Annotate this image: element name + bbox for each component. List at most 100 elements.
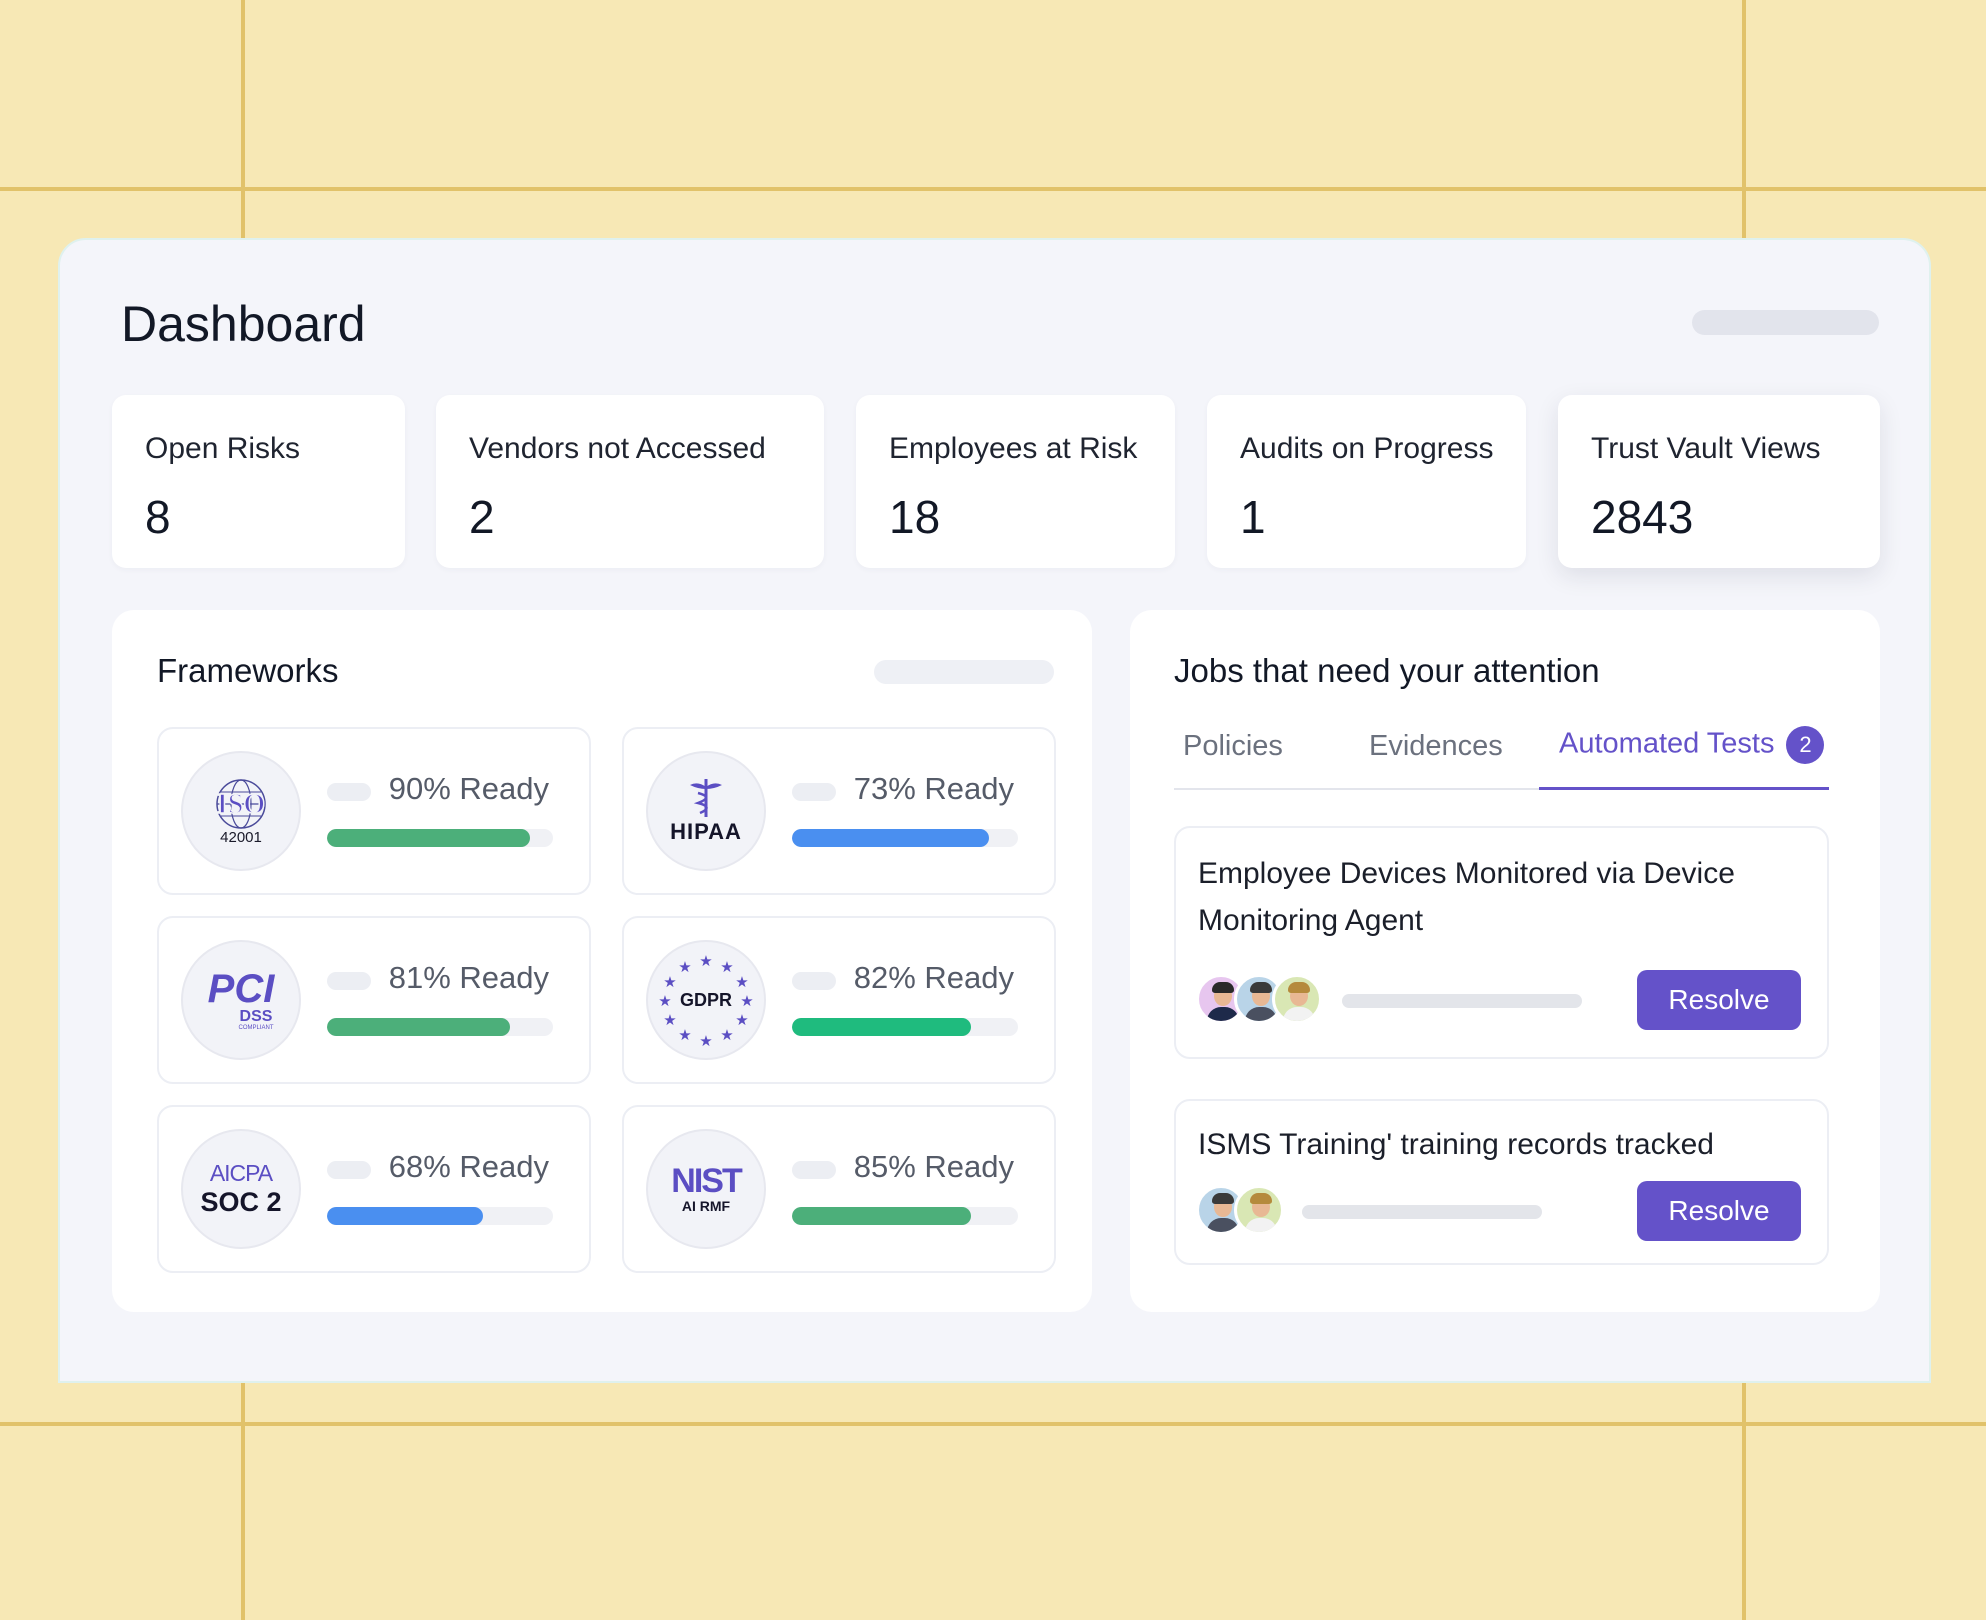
- progress-placeholder: [1302, 1205, 1542, 1219]
- pill-placeholder: [327, 1161, 371, 1179]
- stat-value: 1: [1240, 491, 1266, 543]
- svg-text:★: ★: [720, 958, 733, 976]
- svg-text:★: ★: [699, 952, 712, 970]
- soc2-logo-text: SOC 2: [200, 1187, 282, 1217]
- avatar: [1272, 974, 1322, 1024]
- framework-card-gdpr[interactable]: ★ ★ ★ ★ ★ ★ ★ ★ ★ ★ ★ ★ GDPR 82% Ready: [622, 916, 1056, 1084]
- progress-track: [327, 829, 553, 847]
- stat-card-open-risks[interactable]: Open Risks 8: [112, 395, 405, 568]
- progress-fill: [792, 1207, 971, 1225]
- tab-policies[interactable]: Policies: [1183, 730, 1283, 762]
- stat-value: 2: [469, 491, 495, 543]
- progress-track: [327, 1018, 553, 1036]
- framework-ready: 85% Ready: [853, 1149, 1014, 1184]
- svg-text:★: ★: [678, 1026, 691, 1044]
- pci-logo-icon: PCI DSS COMPLIANT: [181, 940, 301, 1060]
- tab-automated-tests[interactable]: Automated Tests 2: [1559, 726, 1825, 764]
- pill-placeholder: [792, 1161, 836, 1179]
- caduceus-icon: [690, 779, 722, 817]
- resolve-button[interactable]: Resolve: [1637, 970, 1801, 1030]
- svg-text:★: ★: [735, 973, 748, 991]
- pill-placeholder: [792, 972, 836, 990]
- stat-card-audits[interactable]: Audits on Progress 1: [1207, 395, 1526, 568]
- assignee-avatars: [1196, 974, 1322, 1024]
- stat-card-trust-vault[interactable]: Trust Vault Views 2843: [1558, 395, 1880, 568]
- gdpr-logo-text: GDPR: [679, 989, 732, 1010]
- stat-label: Audits on Progress: [1240, 432, 1494, 465]
- aicpa-logo-text: AICPA: [209, 1160, 273, 1186]
- nist-logo-icon: NIST AI RMF: [646, 1129, 766, 1249]
- progress-track: [327, 1207, 553, 1225]
- framework-card-nist[interactable]: NIST AI RMF 85% Ready: [622, 1105, 1056, 1273]
- job-card[interactable]: ISMS Training' training records tracked …: [1174, 1099, 1829, 1265]
- tab-evidences[interactable]: Evidences: [1369, 730, 1503, 762]
- progress-fill: [327, 829, 531, 847]
- stat-value: 8: [145, 491, 171, 543]
- job-card[interactable]: Employee Devices Monitored via Device Mo…: [1174, 826, 1829, 1059]
- framework-card-pci[interactable]: PCI DSS COMPLIANT 81% Ready: [157, 916, 591, 1084]
- iso-logo-sub: 42001: [220, 828, 262, 846]
- avatar: [1234, 1185, 1284, 1235]
- framework-ready: 81% Ready: [388, 960, 549, 995]
- jobs-title: Jobs that need your attention: [1174, 652, 1600, 689]
- stat-label: Open Risks: [145, 432, 301, 465]
- hipaa-logo-text: HIPAA: [670, 819, 742, 844]
- framework-card-hipaa[interactable]: HIPAA 73% Ready: [622, 727, 1056, 895]
- progress-fill: [327, 1018, 511, 1036]
- globe-icon: ISO: [216, 778, 266, 829]
- svg-text:★: ★: [735, 1011, 748, 1029]
- stat-card-vendors[interactable]: Vendors not Accessed 2: [436, 395, 824, 568]
- progress-fill: [792, 1018, 971, 1036]
- header-placeholder: [1692, 310, 1879, 335]
- framework-ready: 82% Ready: [853, 960, 1014, 995]
- framework-ready: 73% Ready: [853, 771, 1014, 806]
- framework-card-iso[interactable]: ISO 42001 90% Ready: [157, 727, 591, 895]
- svg-text:★: ★: [663, 973, 676, 991]
- progress-fill: [327, 1207, 483, 1225]
- stat-card-employees[interactable]: Employees at Risk 18: [856, 395, 1175, 568]
- frameworks-panel: Frameworks ISO 42001 90% Ready: [112, 610, 1092, 1312]
- grid-line: [0, 1422, 1986, 1426]
- stat-label: Trust Vault Views: [1591, 432, 1821, 465]
- progress-track: [792, 1018, 1018, 1036]
- stat-label: Employees at Risk: [889, 432, 1138, 465]
- resolve-button[interactable]: Resolve: [1637, 1181, 1801, 1241]
- nist-logo-text: NIST: [671, 1162, 742, 1200]
- count-badge: 2: [1786, 726, 1825, 764]
- aicpa-logo-icon: AICPA SOC 2: [181, 1129, 301, 1249]
- nist-logo-sub: AI RMF: [681, 1198, 731, 1214]
- progress-track: [792, 829, 1018, 847]
- pci-logo-tiny: COMPLIANT: [238, 1025, 274, 1031]
- pci-logo-sub: DSS: [239, 1008, 273, 1025]
- frameworks-title: Frameworks: [157, 652, 339, 689]
- svg-text:★: ★: [658, 992, 671, 1010]
- svg-text:★: ★: [678, 958, 691, 976]
- svg-text:★: ★: [740, 992, 753, 1010]
- grid-line: [0, 187, 1986, 191]
- page-title: Dashboard: [121, 296, 366, 352]
- framework-card-soc2[interactable]: AICPA SOC 2 68% Ready: [157, 1105, 591, 1273]
- progress-track: [792, 1207, 1018, 1225]
- progress-placeholder: [1342, 994, 1582, 1008]
- framework-ready: 68% Ready: [388, 1149, 549, 1184]
- iso-logo-icon: ISO 42001: [181, 751, 301, 871]
- dashboard-window: Dashboard Open Risks 8 Vendors not Acces…: [58, 238, 1931, 1383]
- avatar: [1234, 974, 1284, 1024]
- jobs-panel: Jobs that need your attention Policies E…: [1130, 610, 1880, 1312]
- tab-label: Automated Tests: [1559, 727, 1775, 760]
- stat-label: Vendors not Accessed: [469, 432, 766, 465]
- pill-placeholder: [327, 972, 371, 990]
- pill-placeholder: [327, 783, 371, 801]
- job-title: Employee Devices Monitored via Device Mo…: [1198, 857, 1735, 937]
- gdpr-logo-icon: ★ ★ ★ ★ ★ ★ ★ ★ ★ ★ ★ ★ GDPR: [646, 940, 766, 1060]
- progress-fill: [792, 829, 989, 847]
- assignee-avatars: [1196, 1185, 1284, 1235]
- frameworks-placeholder: [874, 660, 1054, 684]
- hipaa-logo-icon: HIPAA: [646, 751, 766, 871]
- eu-stars-icon: ★ ★★ ★★★ ★★★ ★★★: [658, 952, 753, 1050]
- svg-text:★: ★: [699, 1032, 712, 1050]
- stat-value: 2843: [1591, 491, 1694, 543]
- pill-placeholder: [792, 783, 836, 801]
- jobs-tabs: Policies Evidences Automated Tests 2: [1174, 720, 1829, 790]
- iso-logo-text: ISO: [217, 789, 265, 820]
